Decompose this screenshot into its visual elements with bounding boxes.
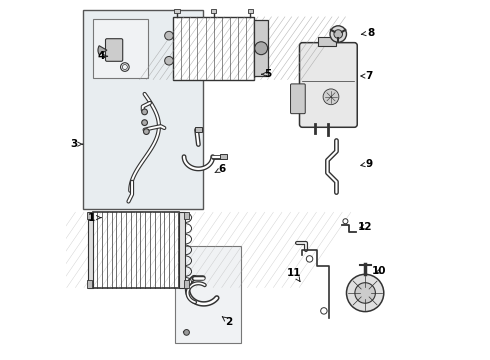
Bar <box>247 9 253 13</box>
Bar <box>220 154 227 159</box>
Text: 12: 12 <box>358 222 372 231</box>
Text: 11: 11 <box>287 268 301 282</box>
Bar <box>195 127 202 132</box>
Bar <box>88 212 93 288</box>
Circle shape <box>306 256 313 262</box>
Bar <box>93 212 179 288</box>
Circle shape <box>142 109 147 115</box>
FancyBboxPatch shape <box>291 84 305 114</box>
Bar <box>179 212 185 288</box>
Bar <box>254 20 269 76</box>
Circle shape <box>334 30 343 39</box>
Text: 10: 10 <box>372 266 387 276</box>
FancyBboxPatch shape <box>299 42 357 127</box>
Text: 1: 1 <box>88 213 101 222</box>
Bar <box>173 17 254 80</box>
Text: 2: 2 <box>222 317 232 327</box>
Bar <box>87 280 92 288</box>
Circle shape <box>346 274 384 312</box>
Circle shape <box>165 31 173 40</box>
Circle shape <box>355 283 375 303</box>
Bar <box>87 212 92 220</box>
Bar <box>93 19 148 78</box>
Bar <box>211 9 217 13</box>
Bar <box>83 10 203 209</box>
Bar <box>318 37 336 45</box>
Text: 4: 4 <box>97 51 107 61</box>
Circle shape <box>144 129 149 134</box>
Text: 9: 9 <box>361 159 372 169</box>
Text: 6: 6 <box>215 164 225 174</box>
Bar <box>184 280 189 288</box>
Wedge shape <box>98 46 107 55</box>
FancyBboxPatch shape <box>105 39 122 61</box>
Circle shape <box>323 89 339 105</box>
Text: 5: 5 <box>262 69 272 79</box>
Circle shape <box>320 308 327 314</box>
Bar <box>175 246 242 343</box>
Circle shape <box>330 26 346 42</box>
Text: 7: 7 <box>361 71 372 81</box>
Circle shape <box>255 42 268 55</box>
Circle shape <box>184 329 190 335</box>
Text: 8: 8 <box>361 28 374 38</box>
Circle shape <box>142 120 147 126</box>
Bar <box>184 212 189 220</box>
Bar <box>174 9 180 13</box>
Circle shape <box>343 219 348 224</box>
Circle shape <box>165 57 173 65</box>
Text: 3: 3 <box>70 139 83 149</box>
